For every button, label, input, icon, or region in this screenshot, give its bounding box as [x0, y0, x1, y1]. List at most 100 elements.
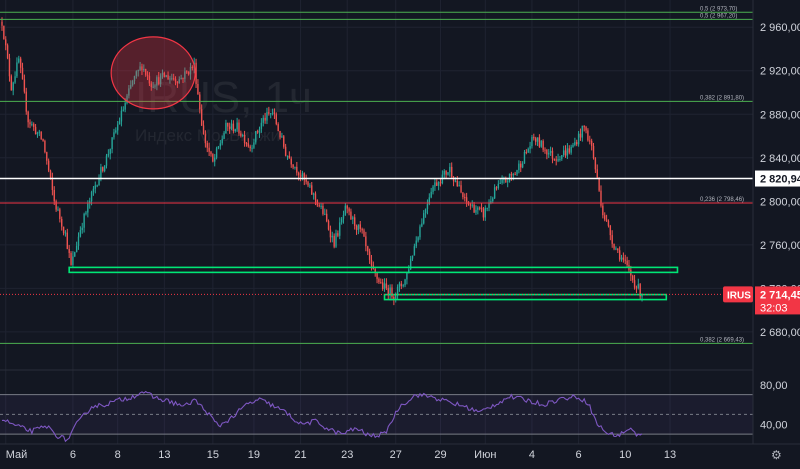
y-tick-label: 2 760,00 — [760, 240, 800, 252]
hline-price-tag — [755, 170, 800, 187]
candle — [576, 139, 578, 147]
candle — [77, 232, 80, 250]
candle-body — [359, 224, 361, 229]
candle-body — [585, 127, 587, 131]
x-tick-label: 21 — [294, 449, 306, 461]
candle — [609, 224, 612, 241]
candle-body — [137, 69, 139, 72]
candle — [44, 139, 46, 154]
candle — [572, 142, 574, 148]
support-zone[interactable] — [68, 266, 679, 274]
candle-body — [3, 25, 5, 40]
candle-body — [33, 124, 35, 127]
candle — [51, 172, 54, 196]
candle-body — [12, 82, 14, 91]
candle-body — [103, 165, 106, 171]
candle-body — [131, 80, 134, 86]
candle-body — [284, 146, 287, 156]
candle-body — [499, 182, 501, 184]
candle — [549, 146, 552, 156]
candle — [406, 271, 408, 285]
candle-body — [266, 112, 268, 121]
y-tick-label: 2 960,00 — [760, 22, 800, 34]
candle-body — [409, 258, 412, 270]
candle-body — [520, 163, 522, 168]
candle-body — [46, 152, 48, 161]
fib-level-label: 0,236 (2 798,46) — [700, 197, 744, 203]
candle-body — [617, 248, 619, 251]
candle-body — [434, 182, 436, 187]
candle-body — [225, 122, 227, 134]
candle-body — [553, 158, 556, 160]
candle — [204, 130, 207, 148]
candle-body — [534, 138, 537, 142]
candle-body — [622, 257, 625, 260]
candle-body — [144, 68, 147, 75]
candle — [635, 285, 638, 294]
candle-body — [242, 134, 244, 136]
candle-body — [473, 204, 475, 213]
candle — [141, 63, 143, 76]
candle-body — [68, 248, 70, 253]
candle — [400, 280, 403, 290]
candle — [212, 153, 214, 163]
candle — [359, 221, 361, 233]
candle-body — [577, 133, 580, 145]
candle — [452, 176, 455, 187]
candle — [577, 131, 580, 147]
candle-body — [331, 235, 333, 238]
candle-body — [447, 172, 449, 175]
settings-gear-icon[interactable]: ⚙ — [771, 448, 782, 462]
candle — [495, 186, 498, 191]
candle — [447, 172, 449, 176]
candle — [590, 138, 593, 151]
highlight-ellipse[interactable] — [110, 36, 196, 110]
symbol-tag-label: IRUS — [727, 290, 751, 301]
candle — [368, 248, 371, 264]
candle-body — [609, 225, 612, 236]
candle — [242, 133, 244, 138]
candle — [221, 135, 223, 146]
candle — [544, 147, 546, 154]
y-tick-label: 2 840,00 — [760, 153, 800, 165]
candle-body — [81, 227, 83, 231]
candle — [255, 130, 257, 145]
candle — [449, 163, 451, 177]
candle — [230, 119, 233, 131]
candle — [598, 177, 600, 192]
candle-body — [1, 21, 3, 26]
candle — [206, 140, 208, 153]
candle-body — [527, 148, 529, 153]
candle-body — [251, 147, 253, 149]
candle-body — [365, 236, 367, 247]
candle-body — [335, 233, 337, 247]
candle-body — [309, 185, 311, 187]
candle-body — [264, 117, 266, 121]
candle — [553, 158, 556, 162]
candle — [12, 81, 14, 96]
candle-body — [396, 286, 399, 296]
candle-body — [6, 45, 9, 59]
x-tick-label: 23 — [341, 449, 353, 461]
candle — [169, 75, 171, 84]
y-tick-label: 2 680,00 — [760, 327, 800, 339]
candle — [387, 284, 389, 300]
candle — [602, 202, 604, 219]
candle-body — [378, 278, 380, 283]
candle-body — [322, 205, 324, 214]
candle-body — [98, 178, 100, 186]
candle-body — [279, 131, 281, 138]
candle-body — [301, 173, 304, 177]
candle — [159, 73, 162, 87]
candle-body — [214, 157, 216, 162]
last-price-label: 2 714,45 — [760, 289, 800, 301]
candle-body — [490, 201, 492, 204]
candle-body — [430, 191, 432, 198]
candle — [161, 69, 164, 79]
candle-body — [604, 215, 606, 220]
candle-body — [176, 81, 179, 84]
candle-body — [389, 287, 391, 296]
candle-body — [423, 213, 425, 224]
